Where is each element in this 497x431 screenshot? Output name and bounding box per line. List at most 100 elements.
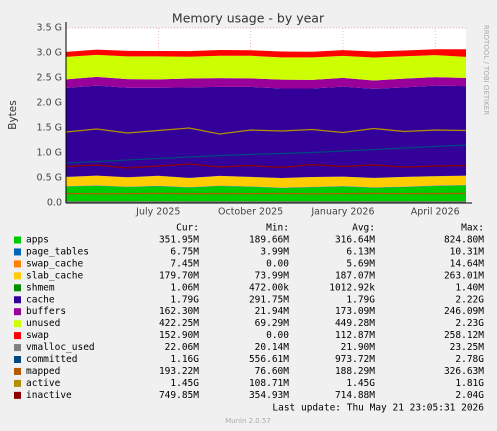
- legend-swatch: [14, 236, 21, 244]
- legend-stat: 1.45G: [170, 378, 199, 389]
- legend-stat: 188.29M: [335, 366, 375, 377]
- legend-stat: 187.07M: [335, 270, 375, 281]
- legend-stat: 189.66M: [249, 235, 289, 246]
- legend-stat: 1.16G: [170, 354, 199, 365]
- line: [65, 163, 467, 169]
- area: [66, 49, 466, 58]
- legend-swatch: [14, 344, 21, 352]
- x-tick-label: October 2025: [218, 207, 283, 218]
- footer: Munin 2.0.57: [225, 417, 271, 425]
- y-axis-label: Bytes: [7, 100, 19, 129]
- side-text: RRDTOOL / TOBI OETIKER: [482, 25, 490, 115]
- y-tick-label: 3.5 G: [37, 23, 63, 34]
- legend-swatch: [14, 367, 21, 375]
- legend-stat: 1.79G: [346, 294, 375, 305]
- legend-stat: 6.75M: [170, 246, 199, 257]
- legend-label: mapped: [26, 366, 60, 377]
- legend-swatch: [14, 296, 21, 304]
- y-tick-label: 3.0 G: [37, 48, 63, 59]
- y-tick-label: 1.5 G: [37, 123, 63, 134]
- legend-stat: 10.31M: [450, 246, 485, 257]
- legend-stat: 1.45G: [346, 378, 375, 389]
- legend-stat: 2.23G: [455, 318, 484, 329]
- legend-stat: 76.60M: [255, 366, 290, 377]
- legend-stat: 162.30M: [159, 306, 199, 317]
- legend-label: swap_cache: [26, 258, 83, 269]
- legend-stat: 263.01M: [444, 270, 484, 281]
- legend-stat: 3.99M: [260, 246, 289, 257]
- y-tick-label: 0.5 G: [37, 173, 63, 184]
- legend-stat: 1.06M: [170, 282, 199, 293]
- legend-label: buffers: [26, 306, 66, 317]
- legend-label: shmem: [26, 282, 55, 293]
- legend-stat: 1.79G: [170, 294, 199, 305]
- legend-stat: 23.25M: [450, 342, 485, 353]
- legend-stat: 5.69M: [346, 258, 375, 269]
- legend-stat: 22.06M: [165, 342, 200, 353]
- legend-stat: 21.90M: [341, 342, 376, 353]
- legend-label: cache: [26, 294, 55, 305]
- area: [66, 185, 466, 188]
- legend-stat: 2.78G: [455, 354, 484, 365]
- legend-stat: 824.80M: [444, 235, 484, 246]
- legend-stat: 152.90M: [159, 330, 199, 341]
- y-tick-label: 1.0 G: [37, 148, 63, 159]
- legend-stat: 449.28M: [335, 318, 375, 329]
- legend-swatch: [14, 260, 21, 268]
- legend-stat: 422.25M: [159, 318, 199, 329]
- legend-stat: 0.00: [266, 258, 289, 269]
- legend-stat: 714.88M: [335, 390, 375, 401]
- legend-header: Min:: [266, 223, 289, 234]
- legend-swatch: [14, 248, 21, 256]
- legend-stat: 69.29M: [255, 318, 290, 329]
- legend-stat: 1.40M: [455, 282, 484, 293]
- legend-label: slab_cache: [26, 270, 83, 281]
- legend-swatch: [14, 391, 21, 399]
- line: [65, 144, 467, 164]
- legend-stat: 21.94M: [255, 306, 290, 317]
- legend-swatch: [14, 379, 21, 387]
- legend-label: unused: [26, 318, 60, 329]
- legend-stat: 1.81G: [455, 378, 484, 389]
- legend-stat: 749.85M: [159, 390, 199, 401]
- legend-stat: 246.09M: [444, 306, 484, 317]
- legend-label: vmalloc_used: [26, 342, 95, 353]
- legend-stat: 556.61M: [249, 354, 289, 365]
- legend-label: committed: [26, 354, 77, 365]
- area: [66, 184, 466, 188]
- chart-title: Memory usage - by year: [172, 11, 325, 26]
- legend-stat: 7.45M: [170, 258, 199, 269]
- legend-label: swap: [26, 330, 49, 341]
- area: [66, 85, 466, 178]
- legend-swatch: [14, 272, 21, 280]
- legend-stat: 973.72M: [335, 354, 375, 365]
- legend-stat: 112.87M: [335, 330, 375, 341]
- legend-stat: 258.12M: [444, 330, 484, 341]
- line: [65, 127, 467, 135]
- legend-stat: 1012.92k: [329, 282, 375, 293]
- legend-stat: 2.04G: [455, 390, 484, 401]
- legend-stat: 2.22G: [455, 294, 484, 305]
- legend-stat: 20.14M: [255, 342, 290, 353]
- legend-stat: 0.00: [266, 330, 289, 341]
- legend-header: Cur:: [176, 223, 199, 234]
- legend-swatch: [14, 332, 21, 340]
- x-tick-label: July 2025: [135, 207, 180, 218]
- legend-stat: 179.70M: [159, 270, 199, 281]
- area: [66, 76, 466, 89]
- legend-header: Max:: [461, 223, 484, 234]
- y-tick-label: 2.5 G: [37, 73, 63, 84]
- last-update: Last update: Thu May 21 23:05:31 2026: [272, 403, 484, 414]
- y-tick-label: 2.0 G: [37, 98, 63, 109]
- y-tick-label: 0.0: [47, 198, 62, 209]
- legend-header: Avg:: [352, 223, 375, 234]
- area: [66, 175, 466, 188]
- x-tick-label: April 2026: [411, 207, 460, 218]
- legend-stat: 354.93M: [249, 390, 289, 401]
- x-tick-label: January 2026: [310, 207, 374, 218]
- area: [66, 54, 466, 81]
- legend-swatch: [14, 320, 21, 328]
- legend-swatch: [14, 284, 21, 292]
